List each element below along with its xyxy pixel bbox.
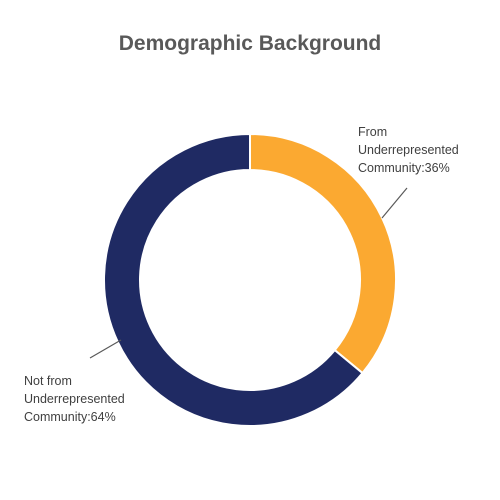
leader-line-1 [381, 187, 408, 219]
slice-labels: From Underrepresented Community:36% Not fro… [24, 125, 459, 424]
slice-label-2-line-2: Underrepresented [24, 392, 125, 406]
slice-label-2-line-1: Not from [24, 374, 72, 388]
leader-lines [89, 187, 408, 359]
slice-label-1-line-2: Underrepresented [358, 143, 459, 157]
leader-line-2 [89, 339, 122, 359]
donut-slice-2 [103, 132, 364, 427]
slice-label-2: Not from Underrepresented Community:64% [24, 374, 125, 424]
slice-label-2-line-3: Community:64% [24, 410, 116, 424]
chart-title: Demographic Background [119, 32, 382, 55]
slice-label-1-line-1: From [358, 125, 387, 139]
slice-label-1: From Underrepresented Community:36% [358, 125, 459, 175]
slice-label-1-line-3: Community:36% [358, 161, 450, 175]
donut-slices [103, 132, 397, 427]
